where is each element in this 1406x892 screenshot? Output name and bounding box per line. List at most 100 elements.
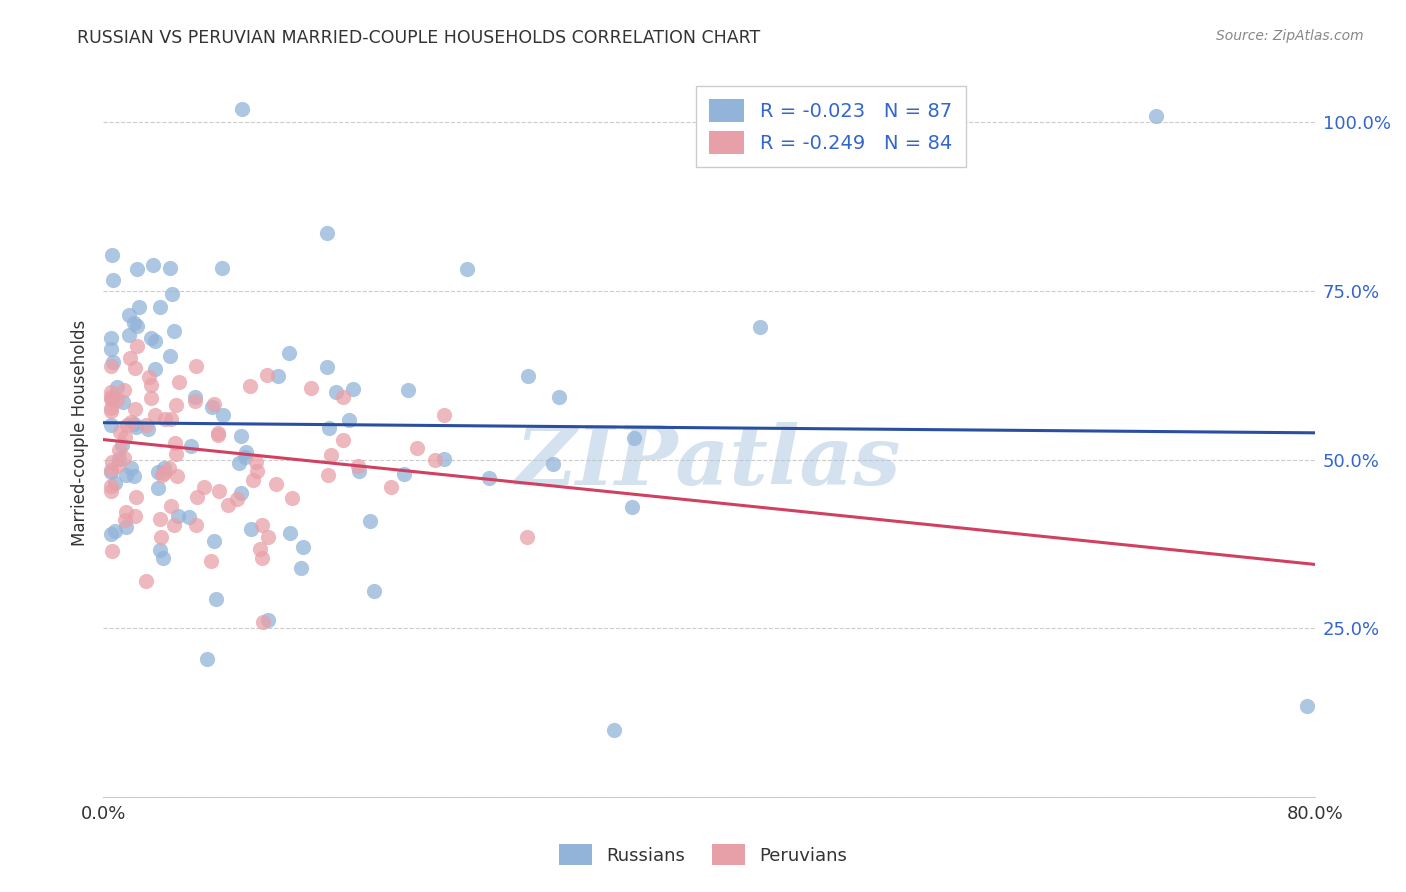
Point [107,458,129,473]
Point [157,461,180,475]
Text: ZIPatlas: ZIPatlas [516,422,901,502]
Point [115,505,138,519]
Point [278,526,301,541]
Point [101,455,124,469]
Point [100,463,122,477]
Point [100,401,122,415]
Point [100,342,122,356]
Point [118,308,141,322]
Point [108,425,131,439]
Point [107,452,129,467]
Point [177,510,200,524]
Point [163,436,186,450]
Point [332,434,354,448]
Point [100,483,122,498]
Point [516,530,538,544]
Point [1144,109,1167,123]
Point [405,442,427,456]
Point [433,452,456,467]
Point [256,368,278,382]
Point [208,483,231,498]
Point [100,527,122,541]
Point [153,411,176,425]
Point [201,400,224,414]
Point [145,362,167,376]
Point [325,385,347,400]
Point [159,260,181,275]
Point [149,542,172,557]
Point [184,394,207,409]
Point [115,520,138,534]
Point [543,457,565,471]
Point [363,584,385,599]
Point [100,331,122,345]
Point [166,508,188,523]
Legend: Russians, Peruvians: Russians, Peruvians [553,837,853,872]
Point [117,418,139,433]
Point [211,260,233,275]
Point [516,368,538,383]
Point [186,491,208,505]
Point [159,349,181,363]
Point [104,475,127,490]
Point [239,379,262,393]
Point [165,447,187,461]
Point [122,417,145,431]
Point [347,464,370,478]
Point [332,390,354,404]
Point [394,467,416,481]
Point [291,540,314,554]
Point [108,442,131,457]
Point [200,554,222,568]
Point [602,723,624,737]
Point [396,384,419,398]
Point [195,652,218,666]
Point [115,468,138,483]
Point [359,514,381,528]
Point [165,398,187,412]
Point [139,331,162,345]
Point [299,381,322,395]
Point [122,316,145,330]
Point [149,530,172,544]
Point [100,478,122,492]
Point [252,615,274,629]
Point [318,421,340,435]
Point [125,262,148,277]
Point [101,355,124,369]
Point [316,468,339,483]
Point [167,375,190,389]
Point [267,368,290,383]
Point [207,425,229,440]
Point [231,429,253,443]
Point [316,226,339,240]
Point [202,397,225,411]
Point [124,508,146,523]
Point [150,467,173,482]
Point [159,500,181,514]
Point [225,491,247,506]
Point [281,491,304,505]
Point [380,480,402,494]
Point [142,258,165,272]
Point [228,456,250,470]
Point [433,408,456,422]
Point [138,421,160,435]
Point [193,480,215,494]
Point [120,461,142,475]
Point [184,359,207,373]
Point [152,551,174,566]
Point [100,417,122,432]
Point [202,533,225,548]
Point [233,450,256,464]
Point [337,413,360,427]
Point [256,613,278,627]
Legend: R = -0.023   N = 87, R = -0.249   N = 84: R = -0.023 N = 87, R = -0.249 N = 84 [696,86,966,168]
Point [180,439,202,453]
Point [114,430,136,444]
Point [257,530,280,544]
Point [125,420,148,434]
Point [100,465,122,479]
Point [346,458,368,473]
Point [100,359,122,373]
